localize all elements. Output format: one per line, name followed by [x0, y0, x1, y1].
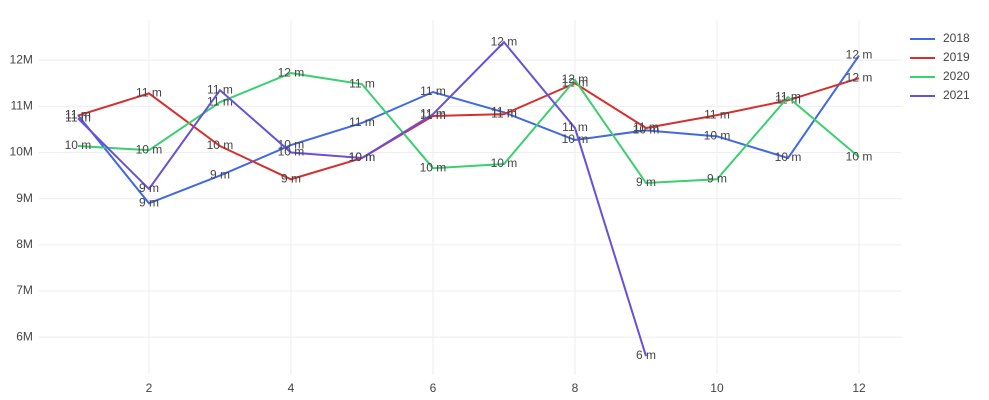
legend-label: 2020 — [943, 69, 970, 83]
x-tick-label: 8 — [572, 381, 579, 395]
data-label: 12 m — [846, 70, 873, 84]
data-label: 11 m — [349, 115, 375, 129]
y-tick-label: 6M — [16, 329, 33, 343]
data-label: 9 m — [707, 171, 727, 185]
data-label: 9 m — [281, 171, 301, 185]
data-label: 12 m — [278, 65, 305, 79]
data-label: 10 m — [278, 145, 305, 159]
data-label: 11 m — [775, 89, 801, 103]
data-label: 10 m — [562, 132, 589, 146]
data-label: 10 m — [704, 129, 731, 143]
x-tick-label: 2 — [146, 381, 153, 395]
data-label: 10 m — [349, 150, 376, 164]
data-label: 11 m — [207, 82, 233, 96]
data-label: 12 m — [562, 72, 589, 86]
y-tick-label: 8M — [16, 237, 33, 251]
data-label: 11 m — [562, 120, 588, 134]
x-tick-label: 6 — [430, 381, 437, 395]
series-line — [77, 54, 860, 205]
data-label: 11 m — [65, 107, 91, 121]
data-label: 10 m — [65, 138, 92, 152]
data-label: 11 m — [65, 108, 91, 122]
legend-label: 2019 — [943, 50, 970, 64]
data-label: 9 m — [139, 195, 159, 209]
data-label: 11 m — [633, 120, 659, 134]
x-tick-label: 4 — [288, 381, 295, 395]
data-label: 12 m — [846, 48, 873, 62]
data-label: 9 m — [210, 168, 230, 182]
y-tick-label: 9M — [16, 191, 33, 205]
data-label: 9 m — [636, 175, 656, 189]
series-line — [77, 77, 860, 181]
data-label: 11 m — [65, 111, 91, 125]
y-tick-label: 7M — [16, 283, 33, 297]
y-tick-label: 10M — [10, 145, 33, 159]
data-label: 12 m — [562, 75, 589, 89]
legend-label: 2018 — [943, 31, 970, 45]
data-label: 11 m — [704, 107, 730, 121]
series-line — [77, 40, 647, 357]
legend-label: 2021 — [943, 88, 970, 102]
data-label: 11 m — [420, 106, 446, 120]
x-tick-label: 10 — [710, 381, 724, 395]
series-line — [77, 72, 860, 184]
data-label: 6 m — [636, 348, 656, 362]
x-tick-label: 12 — [852, 381, 866, 395]
data-label: 11 m — [349, 76, 375, 90]
data-label: 10 m — [846, 149, 873, 163]
y-tick-label: 11M — [10, 98, 32, 112]
data-label: 9 m — [139, 181, 159, 195]
data-label: 11 m — [136, 86, 162, 100]
data-label: 10 m — [491, 156, 518, 170]
data-label: 10 m — [420, 160, 447, 174]
data-label: 10 m — [775, 150, 802, 164]
data-label: 12 m — [491, 34, 518, 48]
data-label: 11 m — [491, 106, 517, 120]
data-label: 10 m — [136, 142, 163, 156]
data-label: 11 m — [420, 84, 446, 98]
data-label: 10 m — [207, 138, 234, 152]
y-tick-label: 12M — [10, 52, 33, 66]
